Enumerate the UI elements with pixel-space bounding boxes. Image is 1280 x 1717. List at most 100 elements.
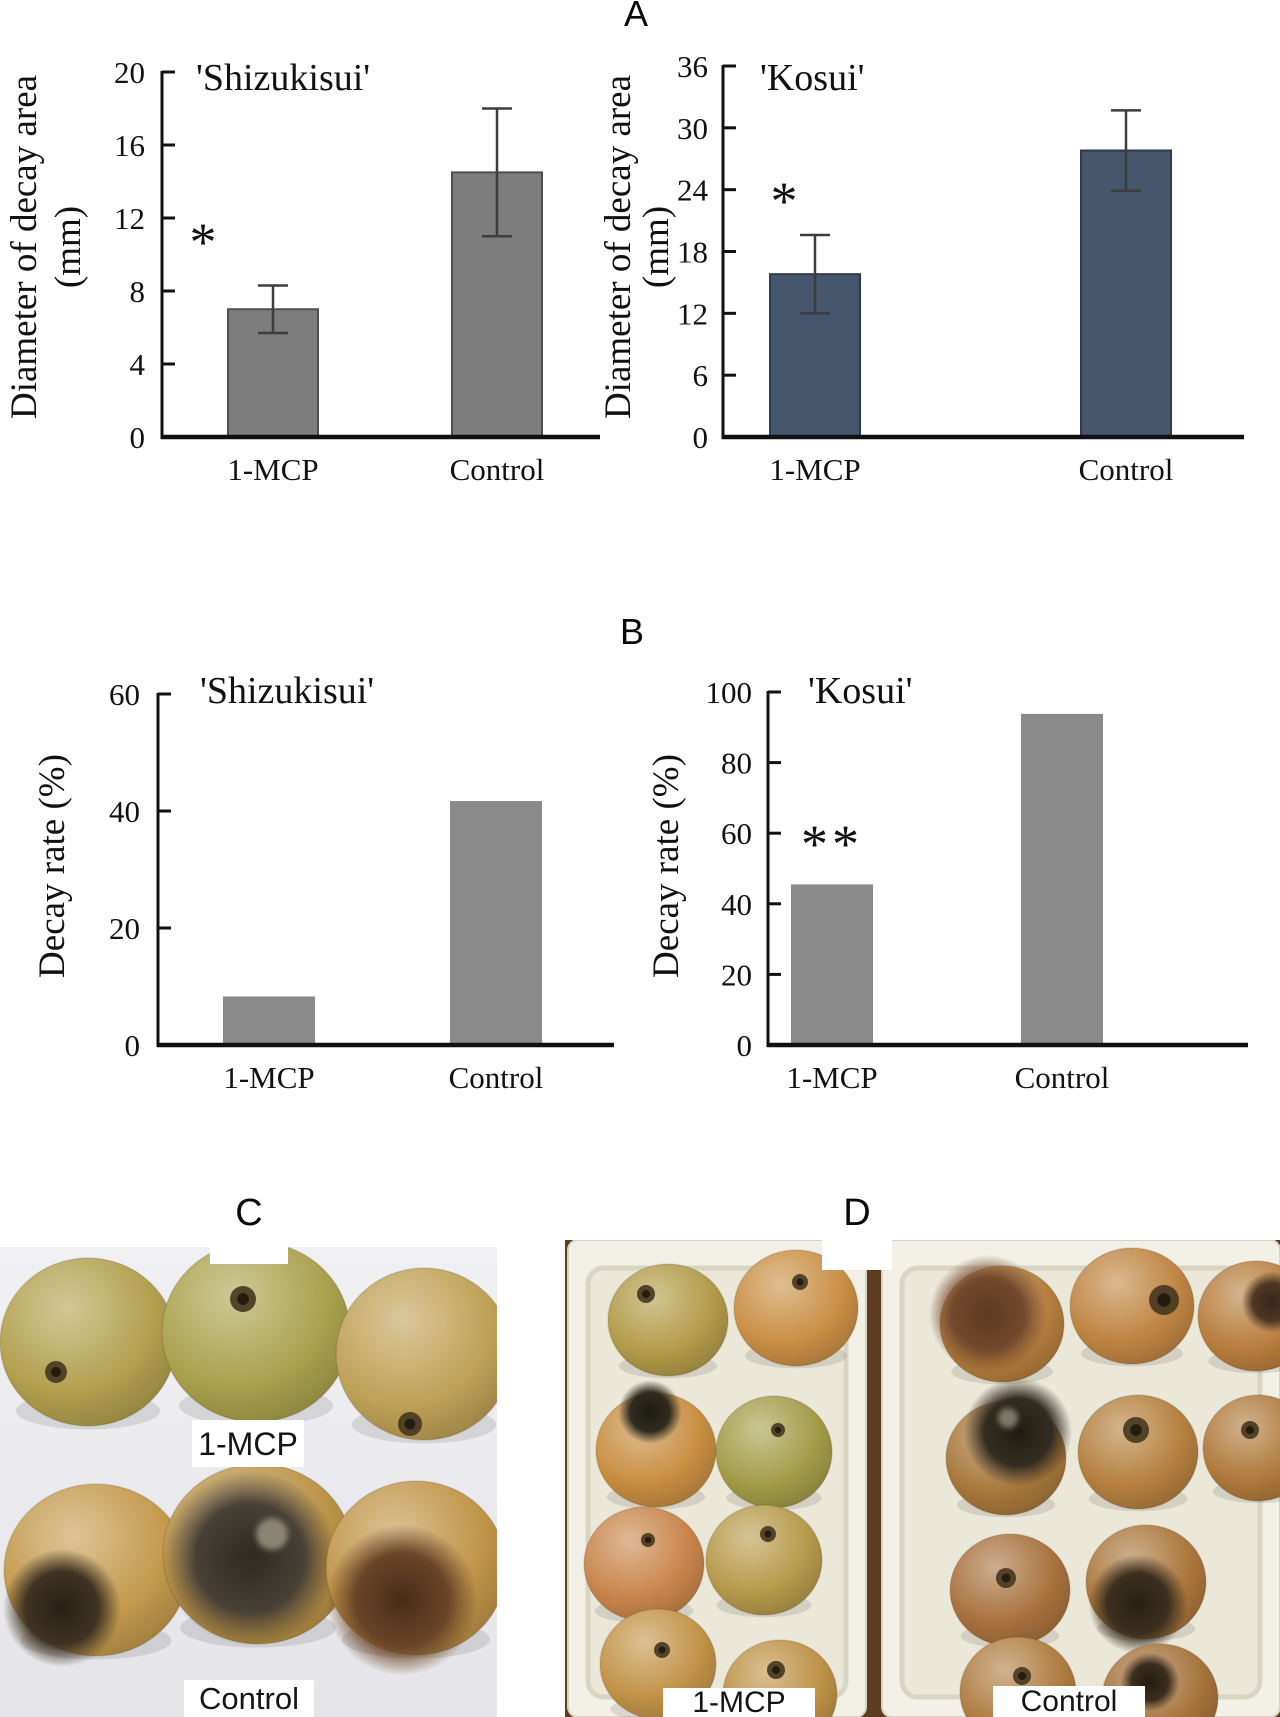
- y-tick-label: 6: [693, 358, 709, 393]
- panel-label-d: D: [843, 1192, 871, 1234]
- calyx-center: [404, 1418, 416, 1430]
- panel-label-d-patch: D: [822, 1192, 892, 1270]
- y-axis-label: Decay rate (%): [646, 754, 687, 978]
- decay-spot: [1088, 1554, 1188, 1654]
- bar-control: [450, 801, 542, 1045]
- bar-control: [1021, 713, 1103, 1045]
- calyx-center: [51, 1367, 61, 1377]
- calyx-center: [641, 1289, 651, 1299]
- y-tick-label: 20: [721, 957, 752, 992]
- calyx-center: [644, 1536, 652, 1544]
- y-tick-label: 20: [109, 911, 140, 946]
- y-tick-label: 8: [130, 274, 146, 309]
- y-tick-label: 100: [706, 675, 753, 710]
- panel-label-c: C: [235, 1192, 263, 1234]
- decay-spot: [1241, 1271, 1280, 1333]
- chart-a2: 1-MCP Control 0 6 12 18 24 30 36 'Kosui' Diameter …: [598, 49, 1244, 487]
- x-category-label: Control: [449, 1060, 544, 1095]
- bar-1-mcp: [791, 884, 873, 1045]
- calyx-center: [1245, 1425, 1255, 1435]
- y-axis-label: (mm): [48, 206, 89, 288]
- pear: [715, 1395, 833, 1509]
- y-tick-label: 20: [114, 55, 145, 90]
- y-tick-label: 40: [109, 794, 140, 829]
- calyx-center: [1017, 1671, 1027, 1681]
- decay-spot: [326, 1524, 478, 1676]
- calyx-center: [1001, 1573, 1011, 1583]
- pear: [335, 1267, 497, 1441]
- x-category-label: Control: [1079, 452, 1174, 487]
- x-category-label: Control: [450, 452, 545, 487]
- panel-label-c-patch: C: [210, 1192, 288, 1264]
- panel-label-a: A: [623, 0, 648, 34]
- calyx-center: [771, 1665, 781, 1675]
- y-tick-label: 12: [114, 201, 145, 236]
- y-tick-label: 0: [737, 1028, 753, 1063]
- photo-c: [0, 1247, 497, 1717]
- decay-spot: [963, 1377, 1073, 1487]
- decay-spot: [162, 1470, 338, 1646]
- y-tick-label: 4: [130, 347, 146, 382]
- y-axis-label: (mm): [636, 206, 677, 288]
- pear: [949, 1533, 1071, 1647]
- chart-title: 'Shizukisui': [200, 670, 374, 712]
- x-category-label: 1-MCP: [223, 1060, 314, 1095]
- significance-mark: *: [190, 212, 221, 272]
- bar-control: [1080, 149, 1172, 438]
- panel-label-b: B: [619, 611, 644, 652]
- pear: [1069, 1247, 1195, 1365]
- pear: [1202, 1394, 1280, 1502]
- x-category-label: 1-MCP: [786, 1060, 877, 1095]
- x-category-label: Control: [1015, 1060, 1110, 1095]
- calyx-center: [774, 1426, 782, 1434]
- pear: [161, 1247, 351, 1423]
- photo-d: [565, 1240, 1280, 1717]
- calyx-center: [1157, 1293, 1171, 1307]
- photo-c-label-1mcp: 1-MCP: [192, 1420, 304, 1467]
- calyx-center: [658, 1646, 666, 1654]
- pear: [583, 1506, 705, 1622]
- y-tick-label: 36: [677, 49, 708, 84]
- significance-mark: **: [801, 814, 863, 874]
- y-axis-label: Decay rate (%): [32, 754, 73, 978]
- chart-b2: 1-MCP Control 0 20 40 60 80 100 'Kosui' Decay rat…: [646, 670, 1248, 1095]
- chart-title: 'Kosui': [760, 57, 864, 99]
- chart-b1: 1-MCP Control 0 20 40 60 'Shizukisui' Decay rat…: [32, 670, 614, 1095]
- decay-spot: [618, 1380, 682, 1444]
- y-tick-label: 16: [114, 128, 145, 163]
- y-axis-label: Diameter of decay area: [4, 75, 45, 419]
- chart-title: 'Kosui': [808, 670, 912, 712]
- calyx-center: [796, 1278, 804, 1286]
- chart-a1: 1-MCP Control 0 4 8 12 16 20 'Shizukisui' Diamete…: [4, 55, 600, 487]
- significance-mark: *: [771, 171, 802, 231]
- y-tick-label: 24: [677, 173, 709, 208]
- photo-d-label-1mcp: 1-MCP: [663, 1687, 815, 1717]
- y-tick-label: 80: [721, 746, 752, 781]
- y-tick-label: 0: [125, 1028, 141, 1063]
- pear: [733, 1249, 859, 1367]
- pear: [607, 1263, 729, 1377]
- mold-patch: [256, 1518, 288, 1550]
- y-tick-label: 12: [677, 296, 708, 331]
- x-category-label: 1-MCP: [227, 452, 318, 487]
- calyx-center: [237, 1293, 249, 1305]
- y-tick-label: 30: [677, 111, 708, 146]
- y-tick-label: 0: [130, 420, 146, 455]
- calyx-center: [1130, 1424, 1142, 1436]
- y-tick-label: 40: [721, 887, 752, 922]
- decay-spot: [3, 1549, 121, 1667]
- y-tick-label: 0: [693, 420, 709, 455]
- y-tick-label: 60: [109, 677, 140, 712]
- y-axis-label: Diameter of decay area: [598, 75, 639, 419]
- decay-spot: [929, 1255, 1047, 1373]
- pear: [1077, 1394, 1199, 1510]
- y-tick-label: 60: [721, 816, 752, 851]
- pear: [0, 1257, 177, 1427]
- calyx-center: [764, 1530, 772, 1538]
- mold-patch: [998, 1408, 1018, 1428]
- pear: [705, 1504, 823, 1616]
- photo-d-label-control: Control: [993, 1686, 1145, 1717]
- bar-1-mcp: [223, 996, 315, 1045]
